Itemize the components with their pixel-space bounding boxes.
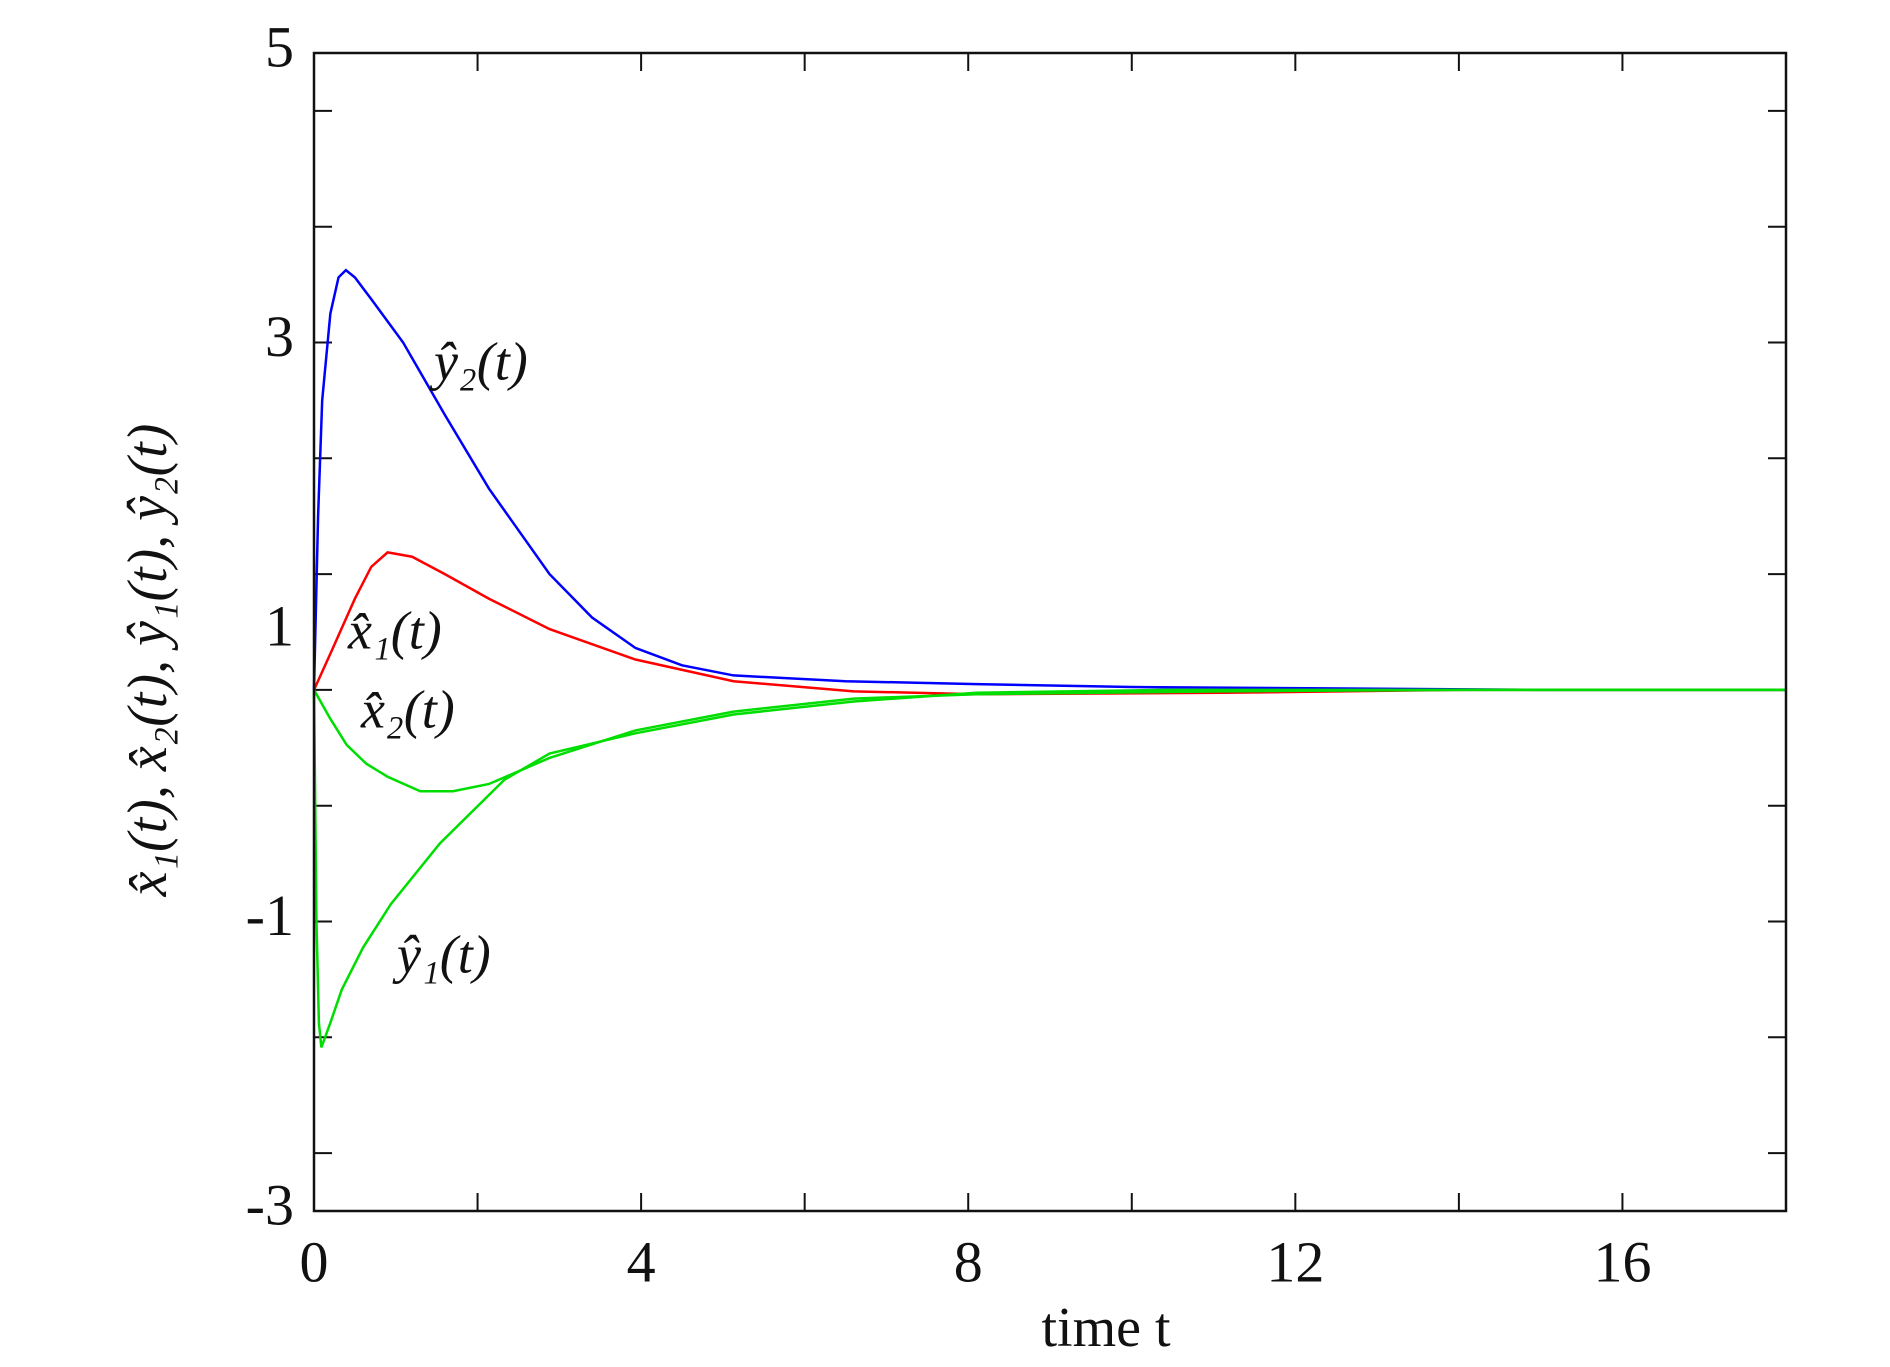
x-tick-label: 0 xyxy=(300,1229,329,1294)
y-tick-label: 1 xyxy=(265,593,294,658)
series-label: ŷ₂(t) xyxy=(429,331,528,391)
series-label: ŷ₁(t) xyxy=(392,924,491,984)
line-series xyxy=(312,688,1786,1048)
series-label: x̂₂(t) xyxy=(360,679,455,739)
y-tick-label: -1 xyxy=(246,883,294,948)
y-tick-label: 3 xyxy=(265,304,294,369)
x-tick-label: 8 xyxy=(954,1229,983,1294)
y-tick-label: 5 xyxy=(265,14,294,79)
line-series xyxy=(312,688,1786,793)
x-axis-label: time t xyxy=(1041,1297,1171,1359)
line-series xyxy=(312,551,1786,696)
line-series xyxy=(312,268,1786,692)
x-tick-label: 12 xyxy=(1266,1229,1324,1294)
x-tick-label: 4 xyxy=(627,1229,656,1294)
x-tick-label: 16 xyxy=(1593,1229,1651,1294)
plot-frame xyxy=(312,51,1788,1213)
y-axis-label: x̂₁(t), x̂₂(t), ŷ₁(t), ŷ₂(t) xyxy=(117,424,179,898)
y-tick-label: -3 xyxy=(246,1172,294,1237)
series-label: x̂₁(t) xyxy=(347,600,442,660)
